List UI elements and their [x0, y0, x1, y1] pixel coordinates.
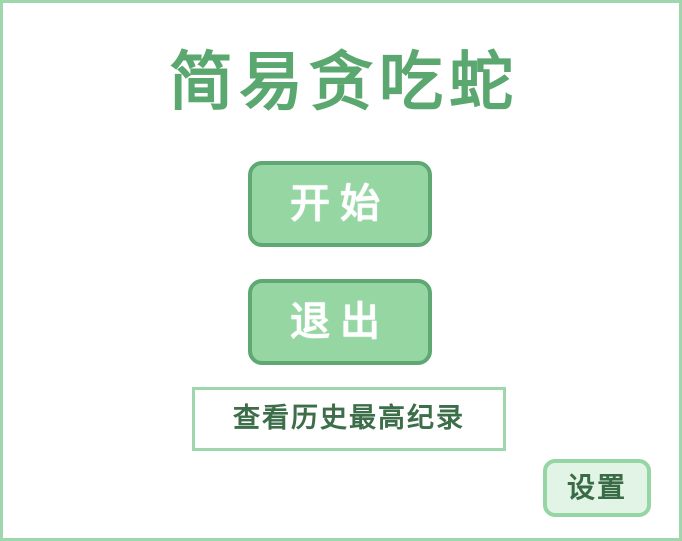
view-high-score-button[interactable]: 查看历史最高纪录: [192, 387, 506, 451]
start-button[interactable]: 开始: [248, 161, 432, 247]
game-title: 简易贪吃蛇: [169, 46, 519, 120]
settings-button[interactable]: 设置: [543, 459, 651, 517]
exit-button[interactable]: 退出: [248, 279, 432, 365]
